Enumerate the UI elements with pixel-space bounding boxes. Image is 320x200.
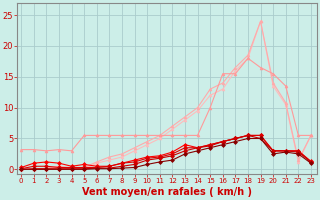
- X-axis label: Vent moyen/en rafales ( km/h ): Vent moyen/en rafales ( km/h ): [82, 187, 252, 197]
